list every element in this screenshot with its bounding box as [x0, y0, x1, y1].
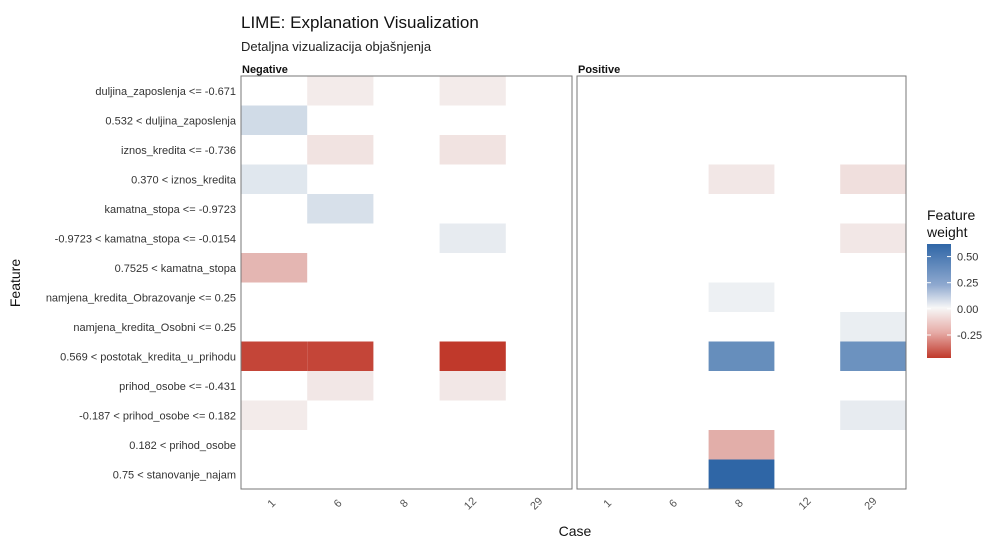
heatmap-cell: [241, 164, 308, 194]
facet-label-positive: Positive: [578, 64, 620, 76]
case-tick-label: 6: [332, 497, 345, 510]
legend-color-bar: [927, 244, 951, 358]
heatmap-cell: [307, 341, 374, 371]
legend-title-line-2: weight: [926, 224, 968, 240]
case-tick-label: 12: [462, 495, 479, 512]
panel-border-positive: [576, 75, 907, 490]
heatmap-cell: [241, 400, 308, 430]
feature-label: kamatna_stopa <= -0.9723: [105, 204, 236, 216]
heatmap-cell: [840, 341, 906, 371]
heatmap-cell: [840, 400, 906, 430]
feature-label: namjena_kredita_Osobni <= 0.25: [73, 322, 236, 334]
case-tick-labels: 1 6 8 12 29 1 6 8 12 29: [266, 495, 880, 512]
heatmap-cell: [708, 430, 775, 460]
facet-label-negative: Negative: [242, 64, 288, 76]
heatmap-cell: [708, 459, 775, 489]
legend-tick-label: 0.00: [957, 304, 978, 316]
feature-label: -0.9723 < kamatna_stopa <= -0.0154: [55, 233, 236, 245]
legend-title-line-1: Feature: [927, 207, 975, 223]
case-tick-label: 6: [667, 497, 680, 510]
heatmap-cell: [708, 341, 775, 371]
heatmap-cell: [439, 135, 506, 165]
feature-label: 0.569 < postotak_kredita_u_prihodu: [60, 351, 236, 363]
heatmap-cell: [439, 371, 506, 401]
feature-labels: duljina_zaposlenja <= -0.671 0.532 < dulj…: [46, 86, 237, 481]
x-axis-title: Case: [559, 523, 592, 539]
heatmap-cell: [241, 341, 308, 371]
heatmap-cell: [307, 76, 374, 106]
feature-label: iznos_kredita <= -0.736: [121, 145, 236, 157]
heatmap-cell: [708, 164, 775, 194]
feature-label: 0.532 < duljina_zaposlenja: [105, 115, 236, 127]
case-tick-label: 29: [528, 495, 545, 512]
heatmap-cell: [241, 253, 308, 283]
feature-label: -0.187 < prihod_osobe <= 0.182: [79, 410, 236, 422]
heatmap-cell: [439, 341, 506, 371]
heatmap-cell: [307, 194, 374, 224]
heatmap-cells: [241, 76, 906, 489]
feature-label: 0.182 < prihod_osobe: [129, 440, 236, 452]
heatmap-cell: [241, 105, 308, 135]
feature-label: 0.75 < stanovanje_najam: [113, 469, 236, 481]
legend-tick-label: -0.25: [957, 330, 982, 342]
feature-label: namjena_kredita_Obrazovanje <= 0.25: [46, 292, 236, 304]
panel-border-negative: [240, 75, 573, 490]
heatmap-cell: [840, 223, 906, 253]
y-axis-title: Feature: [7, 259, 23, 307]
case-tick-label: 1: [266, 497, 279, 510]
case-tick-label: 8: [733, 497, 746, 510]
legend-tick-label: 0.50: [957, 252, 978, 264]
heatmap-cell: [439, 223, 506, 253]
feature-label: prihod_osobe <= -0.431: [119, 381, 236, 393]
chart-title: LIME: Explanation Visualization: [241, 13, 479, 32]
feature-label: duljina_zaposlenja <= -0.671: [95, 86, 236, 98]
case-tick-label: 12: [797, 495, 814, 512]
case-tick-label: 1: [601, 497, 614, 510]
heatmap-cell: [840, 164, 906, 194]
color-legend: Feature weight 0.50 0.25 0.00 -0.25: [926, 207, 982, 358]
feature-label: 0.7525 < kamatna_stopa: [115, 263, 237, 275]
heatmap-cell: [840, 312, 906, 342]
feature-label: 0.370 < iznos_kredita: [131, 174, 237, 186]
heatmap-cell: [708, 282, 775, 312]
legend-tick-label: 0.25: [957, 278, 978, 290]
case-tick-label: 8: [398, 497, 411, 510]
heatmap-cell: [307, 371, 374, 401]
heatmap-cell: [439, 76, 506, 106]
chart-subtitle: Detaljna vizualizacija objašnjenja: [241, 39, 432, 54]
heatmap-cell: [307, 135, 374, 165]
case-tick-label: 29: [862, 495, 879, 512]
